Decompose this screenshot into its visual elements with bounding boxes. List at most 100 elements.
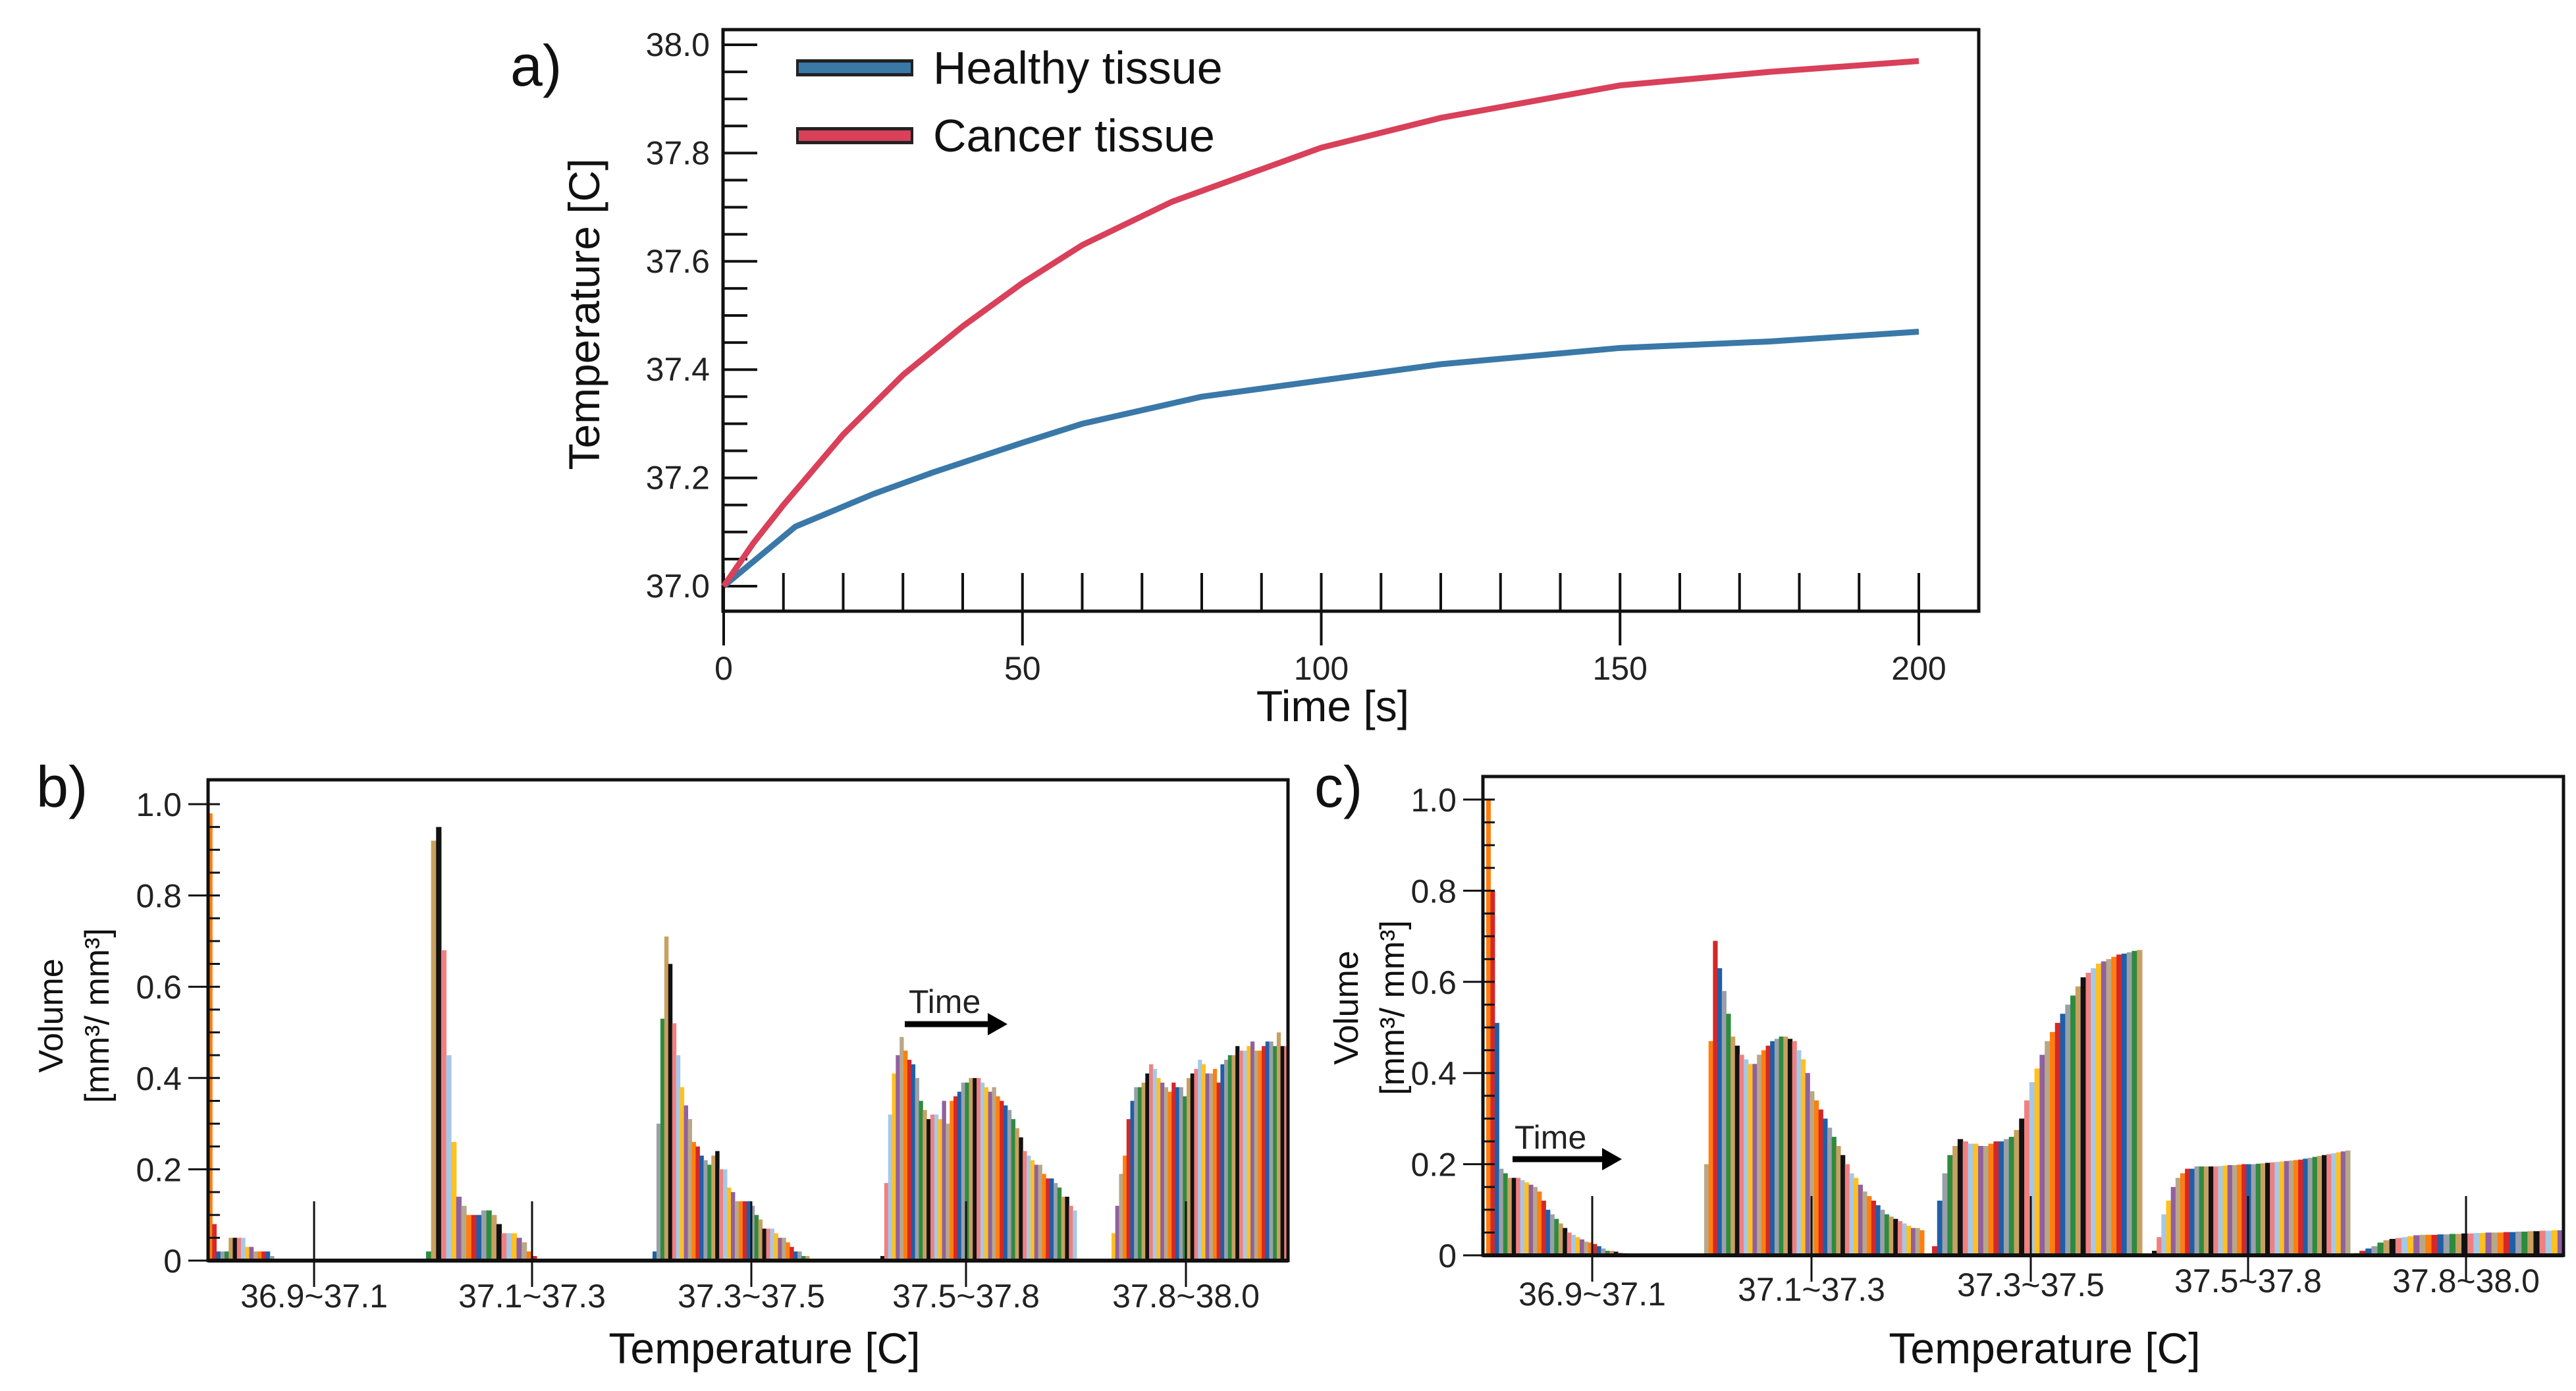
bar — [719, 1169, 724, 1261]
bar — [1717, 968, 1723, 1255]
bar — [2443, 1234, 2450, 1255]
bar — [220, 1251, 225, 1261]
bar — [491, 1214, 497, 1261]
bar — [1601, 1248, 1606, 1255]
bar — [1840, 1155, 1846, 1255]
bar — [899, 1037, 904, 1261]
bar — [1968, 1143, 1973, 1255]
panel-label-a: a) — [510, 33, 562, 98]
bar — [656, 1124, 661, 1261]
bar — [2019, 1118, 2025, 1255]
bar — [476, 1214, 482, 1261]
bar — [1937, 1200, 1943, 1255]
bar — [926, 1119, 931, 1261]
bar — [2407, 1236, 2414, 1255]
bar — [1884, 1214, 1890, 1255]
category-label: 37.3~37.5 — [1957, 1267, 2105, 1303]
bar — [2180, 1173, 2186, 1255]
bar — [703, 1160, 708, 1261]
bar — [2170, 1187, 2176, 1255]
bar — [672, 1023, 677, 1261]
bar — [2340, 1151, 2346, 1255]
bar — [2194, 1166, 2200, 1255]
bar — [526, 1251, 532, 1261]
bar — [965, 1082, 969, 1261]
bar — [915, 1077, 919, 1261]
y-axis-title-b-line1: Volume — [32, 958, 70, 1072]
bar — [1844, 1164, 1850, 1255]
bar — [953, 1096, 958, 1261]
bar — [1827, 1128, 1833, 1255]
bar — [1262, 1046, 1266, 1261]
bar — [1061, 1196, 1065, 1261]
bar — [1145, 1073, 1150, 1261]
category-label: 37.5~37.8 — [892, 1278, 1040, 1315]
bar — [1942, 1173, 1948, 1255]
bar — [1704, 1164, 1709, 1255]
bar — [1227, 1055, 1232, 1261]
bar — [426, 1251, 432, 1261]
bar — [2060, 1014, 2066, 1255]
bar — [1831, 1137, 1837, 1255]
bar — [241, 1238, 246, 1261]
bar — [1194, 1068, 1198, 1261]
bar — [2222, 1165, 2228, 1255]
category-label: 37.5~37.8 — [2174, 1263, 2322, 1299]
time-arrow-c — [1513, 1148, 1622, 1170]
bar — [2425, 1234, 2432, 1255]
bar — [2116, 954, 2122, 1255]
bar — [522, 1242, 527, 1261]
bar — [1783, 1036, 1788, 1255]
bar — [653, 1251, 657, 1261]
bar — [1537, 1191, 1542, 1255]
category-label: 37.1~37.3 — [1738, 1271, 1885, 1308]
bar — [2270, 1162, 2275, 1255]
bar — [1605, 1251, 1610, 1255]
bar — [1003, 1105, 1008, 1261]
bar — [2395, 1238, 2402, 1255]
bar — [715, 1151, 720, 1261]
bar — [797, 1251, 802, 1261]
bar — [1609, 1251, 1615, 1255]
bar — [1284, 1046, 1289, 1261]
bar — [2152, 1251, 2157, 1255]
bar — [261, 1251, 266, 1261]
bar — [2101, 961, 2107, 1255]
x-tick-label: 50 — [1004, 650, 1041, 687]
bar — [1073, 1210, 1077, 1261]
y-tick-label: 1.0 — [1410, 782, 1457, 819]
bar — [228, 1238, 233, 1261]
bar — [774, 1233, 778, 1261]
y-tick-label: 37.0 — [646, 568, 710, 605]
panel-b-bar-chart: b) 0 0.2 0.4 0.6 0.8 1.0 36.9~37.1 37.1~37.3 37.… — [32, 754, 1290, 1373]
bar — [1558, 1223, 1563, 1255]
bar — [2251, 1164, 2257, 1255]
bar — [1541, 1200, 1546, 1255]
bar — [2497, 1232, 2504, 1255]
category-label: 37.1~37.3 — [458, 1278, 606, 1315]
x-axis-title-c: Temperature [C] — [1889, 1324, 2200, 1373]
bar — [2255, 1163, 2261, 1255]
bar — [2419, 1234, 2426, 1255]
bar — [1902, 1223, 1907, 1255]
bar — [1007, 1110, 1012, 1261]
bar — [225, 1251, 229, 1261]
bar — [664, 936, 669, 1261]
bar — [1042, 1174, 1046, 1261]
bar — [2227, 1164, 2233, 1255]
bar — [1748, 1064, 1753, 1255]
bar — [1280, 1046, 1285, 1261]
bar — [996, 1096, 1000, 1261]
bar — [919, 1101, 923, 1261]
bar — [1770, 1041, 1775, 1255]
bar — [1932, 1246, 1938, 1255]
bar — [1988, 1143, 1994, 1255]
bar — [481, 1210, 487, 1261]
bar — [2045, 1041, 2051, 1255]
bar — [1792, 1041, 1797, 1255]
bar — [2431, 1234, 2438, 1255]
bar — [1198, 1060, 1202, 1261]
time-annotation-b: Time — [909, 983, 980, 1020]
category-label: 37.8~38.0 — [2392, 1263, 2540, 1299]
